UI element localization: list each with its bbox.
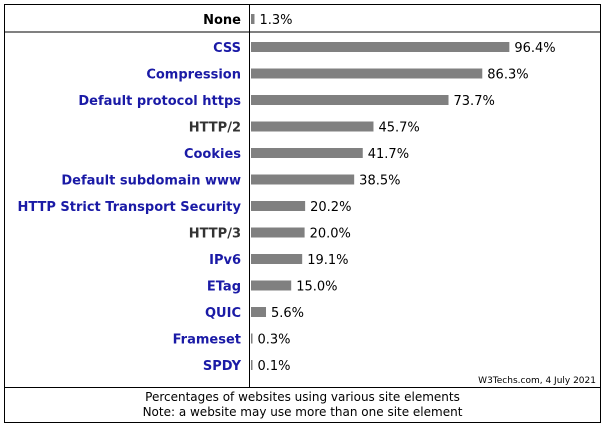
- bar-5-label: Default subdomain www: [61, 174, 241, 189]
- bar-9-value-label: 15.0%: [296, 280, 337, 295]
- bar-11-label: Frameset: [173, 333, 241, 348]
- bar-10-value-label: 5.6%: [271, 306, 304, 321]
- bar-12-bar: [251, 360, 253, 370]
- bar-7-bar: [251, 227, 305, 238]
- bar-0-value-label: 96.4%: [514, 41, 555, 56]
- bar-4-value-label: 41.7%: [368, 147, 409, 162]
- bar-10-bar: [251, 307, 267, 317]
- chart-frame: None 1.3% CSS 96.4% Compression 86.3% Default …: [4, 4, 601, 423]
- bar-2-bar: [251, 95, 449, 105]
- footer-note: Note: a website may use more than one si…: [142, 405, 463, 419]
- bar-10-label: QUIC: [205, 306, 241, 321]
- bar-none-value-label: 1.3%: [259, 13, 292, 28]
- bar-2-label: Default protocol https: [78, 94, 241, 109]
- bar-4-label: Cookies: [184, 147, 241, 162]
- bar-8-value-label: 19.1%: [307, 253, 348, 268]
- bar-5-value-label: 38.5%: [359, 174, 400, 189]
- bar-none-bar: [251, 14, 255, 24]
- chart-footer: Percentages of websites using various si…: [5, 387, 600, 422]
- bar-9-bar: [251, 280, 292, 291]
- bar-2-value-label: 73.7%: [454, 94, 495, 109]
- bar-6-label: HTTP Strict Transport Security: [17, 200, 241, 215]
- bar-11-value-label: 0.3%: [258, 333, 291, 348]
- bar-8-label: IPv6: [209, 253, 241, 268]
- bar-7-value-label: 20.0%: [310, 227, 351, 242]
- bar-1-value-label: 86.3%: [487, 68, 528, 83]
- bar-12-label: SPDY: [203, 359, 242, 374]
- bar-8-bar: [251, 254, 303, 264]
- bar-12-value-label: 0.1%: [258, 359, 291, 374]
- bar-1-bar: [251, 68, 483, 79]
- bar-5-bar: [251, 174, 355, 185]
- source-credit: W3Techs.com, 4 July 2021: [478, 376, 596, 386]
- bar-11-bar: [251, 333, 253, 344]
- bar-3-value-label: 45.7%: [378, 121, 419, 136]
- bar-0-label: CSS: [213, 41, 241, 56]
- bar-9-label: ETag: [207, 280, 241, 295]
- bar-6-value-label: 20.2%: [310, 200, 351, 215]
- bar-0-bar: [251, 42, 510, 52]
- footer-caption: Percentages of websites using various si…: [145, 390, 460, 404]
- bar-6-bar: [251, 201, 306, 211]
- bar-3-bar: [251, 121, 374, 132]
- bar-3-label: HTTP/2: [189, 121, 241, 136]
- bar-4-bar: [251, 148, 363, 158]
- bar-7-label: HTTP/3: [189, 227, 241, 242]
- bar-none-label: None: [203, 13, 241, 28]
- bar-1-label: Compression: [146, 68, 241, 83]
- bar-chart: None 1.3% CSS 96.4% Compression 86.3% Default …: [5, 5, 600, 387]
